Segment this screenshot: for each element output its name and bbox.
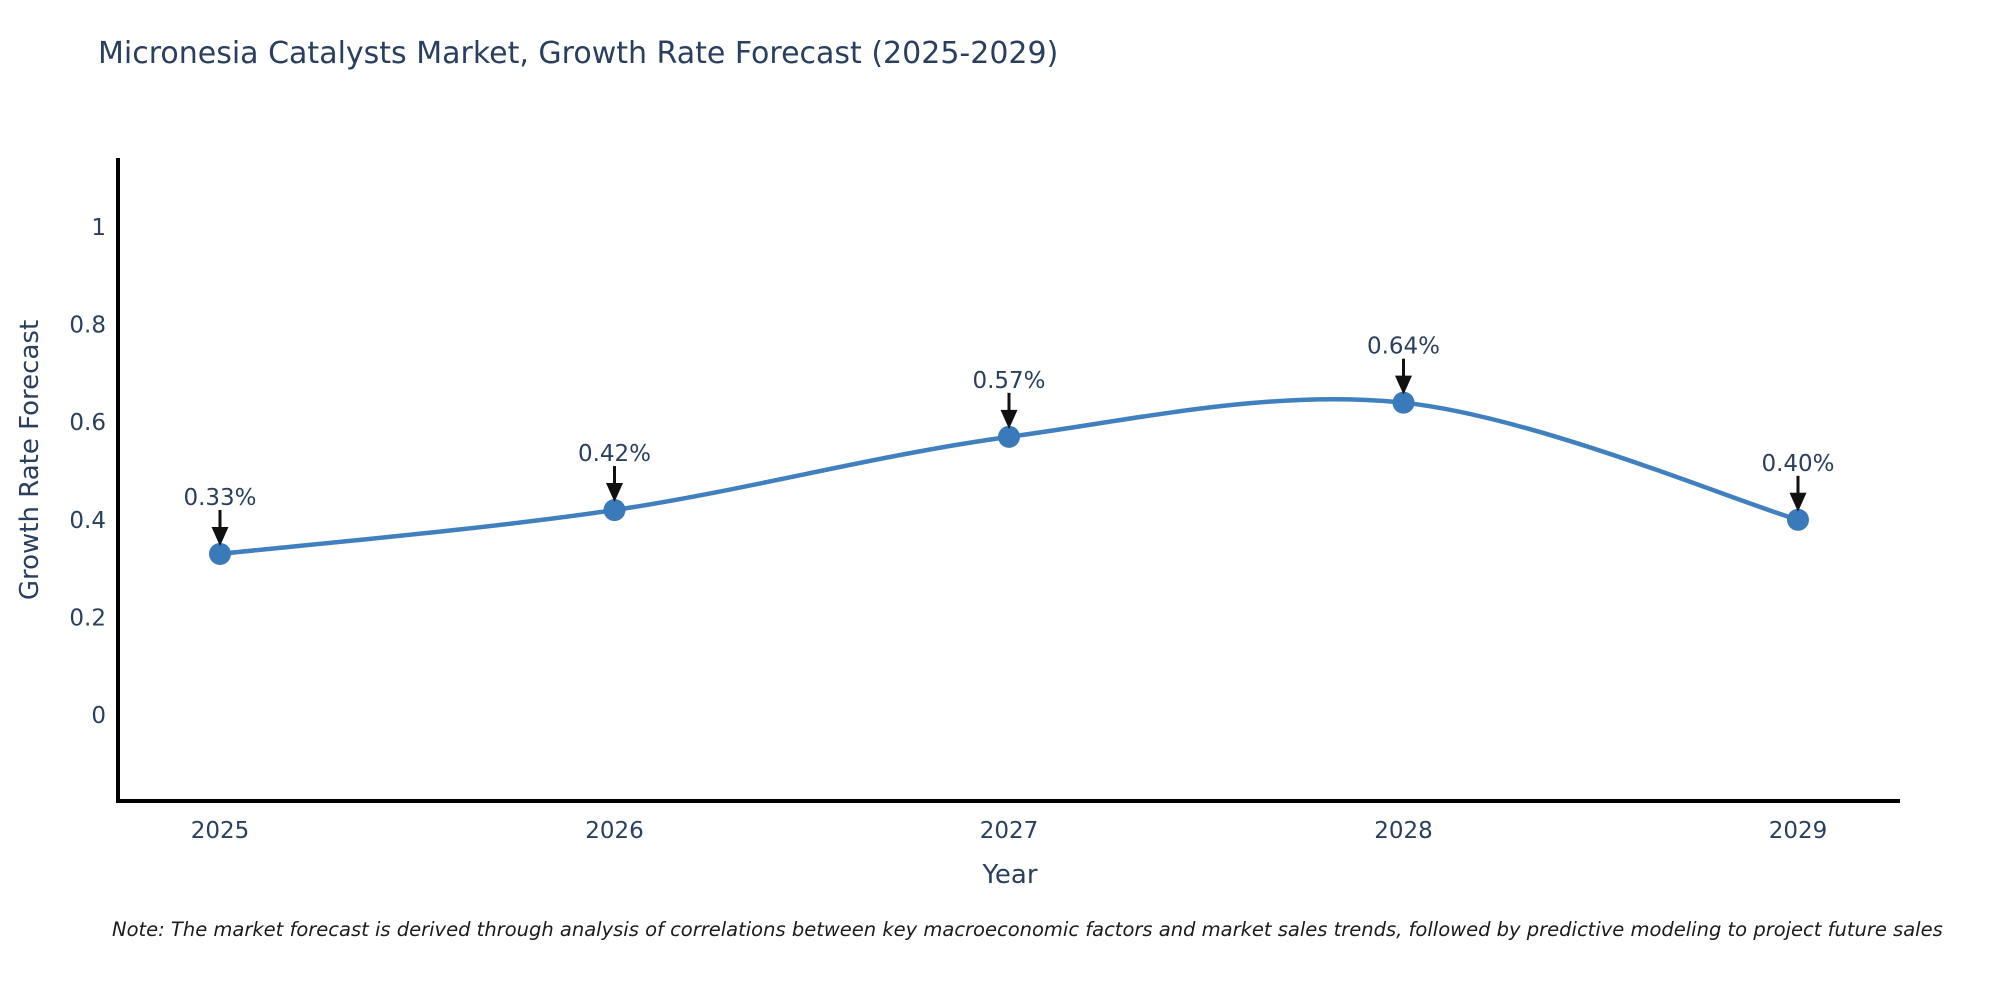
y-tick-label: 0 [91,703,106,729]
point-value-label: 0.64% [1367,334,1440,360]
annotation-arrowhead-icon [1395,375,1412,395]
annotation-arrowhead-icon [211,526,229,546]
chart-title: Micronesia Catalysts Market, Growth Rate… [98,36,1059,71]
annotation-arrowhead-icon [606,483,623,503]
x-axis-title: Year [982,860,1038,890]
line-series [209,391,1809,565]
data-point-2028[interactable] [1392,391,1415,414]
axis-spines [116,158,1900,803]
y-tick-label: 1 [91,215,106,241]
point-value-label: 0.33% [183,485,256,511]
data-point-2025[interactable] [209,542,231,565]
data-point-2027[interactable] [998,425,1020,448]
y-axis-tick-labels: 0 0.2 0.4 0.6 0.8 1 [69,215,106,729]
point-value-label: 0.42% [578,441,651,467]
footnote: Note: The market forecast is derived thr… [112,918,1943,941]
point-annotations: 0.33% 0.42% 0.57% 0.64% 0.40% [183,334,1835,546]
y-tick-label: 0.4 [69,508,106,534]
y-tick-label: 0.2 [69,605,106,631]
x-axis-tick-labels: 2025 2026 2027 2028 2029 [191,818,1828,844]
x-tick-label: 2027 [980,818,1039,844]
annotation-arrowhead-icon [1789,492,1807,512]
y-tick-label: 0.6 [69,410,106,436]
y-tick-label: 0.8 [69,313,106,339]
x-tick-label: 2025 [191,818,250,844]
x-tick-label: 2028 [1374,818,1433,844]
data-point-2026[interactable] [603,499,626,522]
x-tick-label: 2026 [585,818,644,844]
x-tick-label: 2029 [1769,818,1828,844]
annotation-arrowhead-icon [1000,409,1018,429]
point-value-label: 0.40% [1761,451,1834,477]
point-value-label: 0.57% [972,368,1045,394]
data-point-2029[interactable] [1787,508,1809,531]
